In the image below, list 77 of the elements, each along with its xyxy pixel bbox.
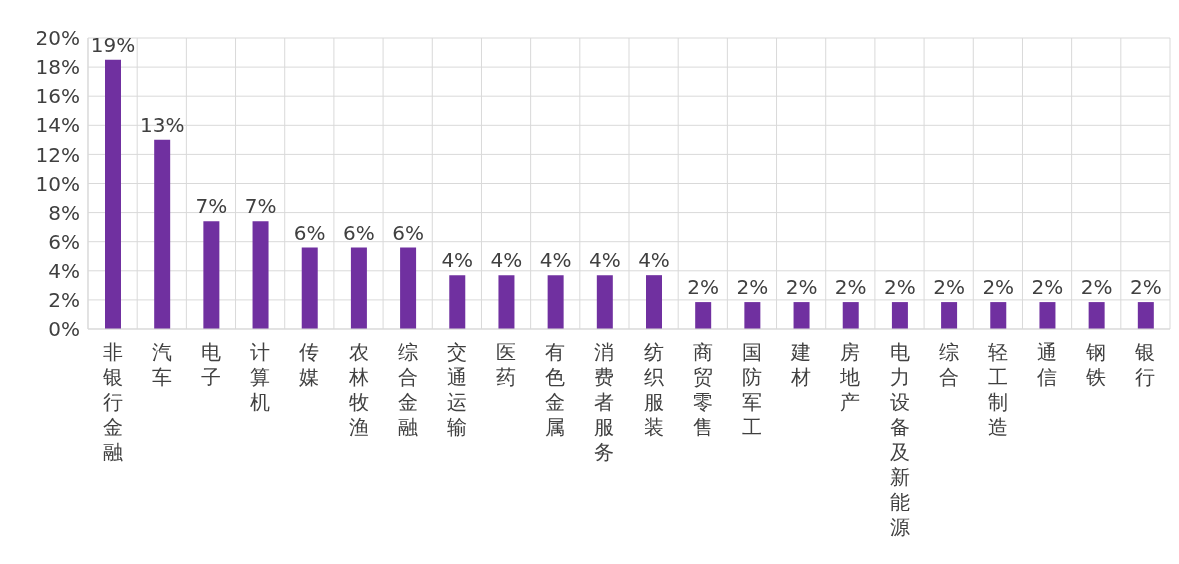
data-label: 4% bbox=[490, 248, 523, 273]
data-label: 2% bbox=[933, 275, 965, 300]
x-tick-label: 电力设备及新能源 bbox=[889, 340, 910, 539]
bar bbox=[695, 302, 712, 329]
x-tick-label: 商贸零售 bbox=[692, 340, 713, 439]
y-tick-label: 12% bbox=[35, 142, 80, 167]
bar bbox=[1088, 302, 1105, 329]
y-tick-label: 6% bbox=[48, 229, 80, 254]
x-tick-label: 建材 bbox=[790, 340, 812, 389]
x-tick-label: 银行 bbox=[1134, 340, 1156, 389]
data-label: 6% bbox=[343, 220, 375, 245]
bar bbox=[842, 302, 859, 329]
x-tick-label: 传媒 bbox=[299, 340, 320, 389]
y-tick-label: 4% bbox=[48, 258, 80, 283]
data-label: 2% bbox=[1129, 275, 1162, 300]
y-tick-label: 16% bbox=[35, 84, 80, 109]
data-label: 13% bbox=[139, 112, 185, 137]
x-tick-label: 计算机 bbox=[250, 340, 271, 414]
x-tick-label: 有色金属 bbox=[545, 340, 566, 439]
bar bbox=[744, 302, 761, 329]
bar bbox=[498, 275, 515, 329]
x-tick-label: 国防军工 bbox=[741, 340, 762, 439]
bar bbox=[941, 302, 958, 329]
bar bbox=[1137, 302, 1154, 329]
bar bbox=[252, 221, 269, 329]
data-label: 2% bbox=[736, 275, 769, 300]
x-tick-label: 纺织服装 bbox=[643, 340, 664, 439]
x-tick-label: 医药 bbox=[496, 340, 517, 389]
data-label: 19% bbox=[90, 32, 136, 57]
bar bbox=[891, 302, 908, 329]
y-tick-label: 2% bbox=[48, 288, 80, 312]
data-label: 7% bbox=[195, 194, 228, 219]
bar bbox=[400, 247, 417, 329]
bar bbox=[301, 247, 318, 329]
x-tick-label: 轻工制造 bbox=[987, 340, 1008, 439]
bar bbox=[154, 139, 171, 329]
x-tick-label: 钢铁 bbox=[1085, 340, 1107, 389]
bar bbox=[547, 275, 564, 329]
data-label: 2% bbox=[834, 275, 867, 300]
y-tick-label: 8% bbox=[48, 200, 80, 225]
data-label: 2% bbox=[1031, 275, 1064, 300]
y-tick-label: 0% bbox=[48, 317, 80, 342]
x-tick-label: 汽车 bbox=[151, 340, 172, 389]
x-tick-label: 电子 bbox=[200, 340, 221, 389]
x-tick-label: 房地产 bbox=[839, 340, 861, 414]
bar bbox=[646, 275, 662, 329]
data-label: 4% bbox=[588, 248, 621, 273]
bar bbox=[449, 275, 466, 329]
data-label: 2% bbox=[982, 275, 1015, 300]
data-label: 2% bbox=[687, 275, 720, 300]
bar bbox=[105, 59, 121, 329]
bar bbox=[1039, 302, 1056, 329]
bar bbox=[596, 275, 613, 329]
y-tick-label: 18% bbox=[35, 55, 80, 80]
data-label: 7% bbox=[244, 194, 277, 219]
data-label: 6% bbox=[293, 220, 326, 245]
data-label: 4% bbox=[539, 248, 572, 273]
y-tick-label: 20% bbox=[35, 26, 80, 51]
y-tick-label: 10% bbox=[35, 171, 80, 196]
x-tick-label: 消费者服务 bbox=[594, 340, 615, 464]
x-tick-label: 综合 bbox=[938, 340, 959, 389]
data-label: 2% bbox=[785, 275, 818, 300]
bar bbox=[793, 302, 810, 329]
data-label: 2% bbox=[884, 275, 916, 300]
data-label: 6% bbox=[392, 220, 424, 245]
bar bbox=[990, 302, 1007, 329]
x-tick-label: 非银行金融 bbox=[101, 340, 123, 464]
data-label: 4% bbox=[441, 248, 474, 273]
bar bbox=[203, 221, 220, 329]
x-tick-label: 交通运输 bbox=[446, 340, 467, 439]
x-tick-label: 农林牧渔 bbox=[347, 340, 369, 439]
y-tick-label: 14% bbox=[35, 113, 80, 138]
data-label: 2% bbox=[1080, 275, 1113, 300]
data-label: 4% bbox=[638, 248, 670, 273]
x-tick-label: 综合金融 bbox=[397, 340, 418, 439]
x-tick-label: 通信 bbox=[1037, 340, 1058, 389]
bar bbox=[350, 247, 367, 329]
